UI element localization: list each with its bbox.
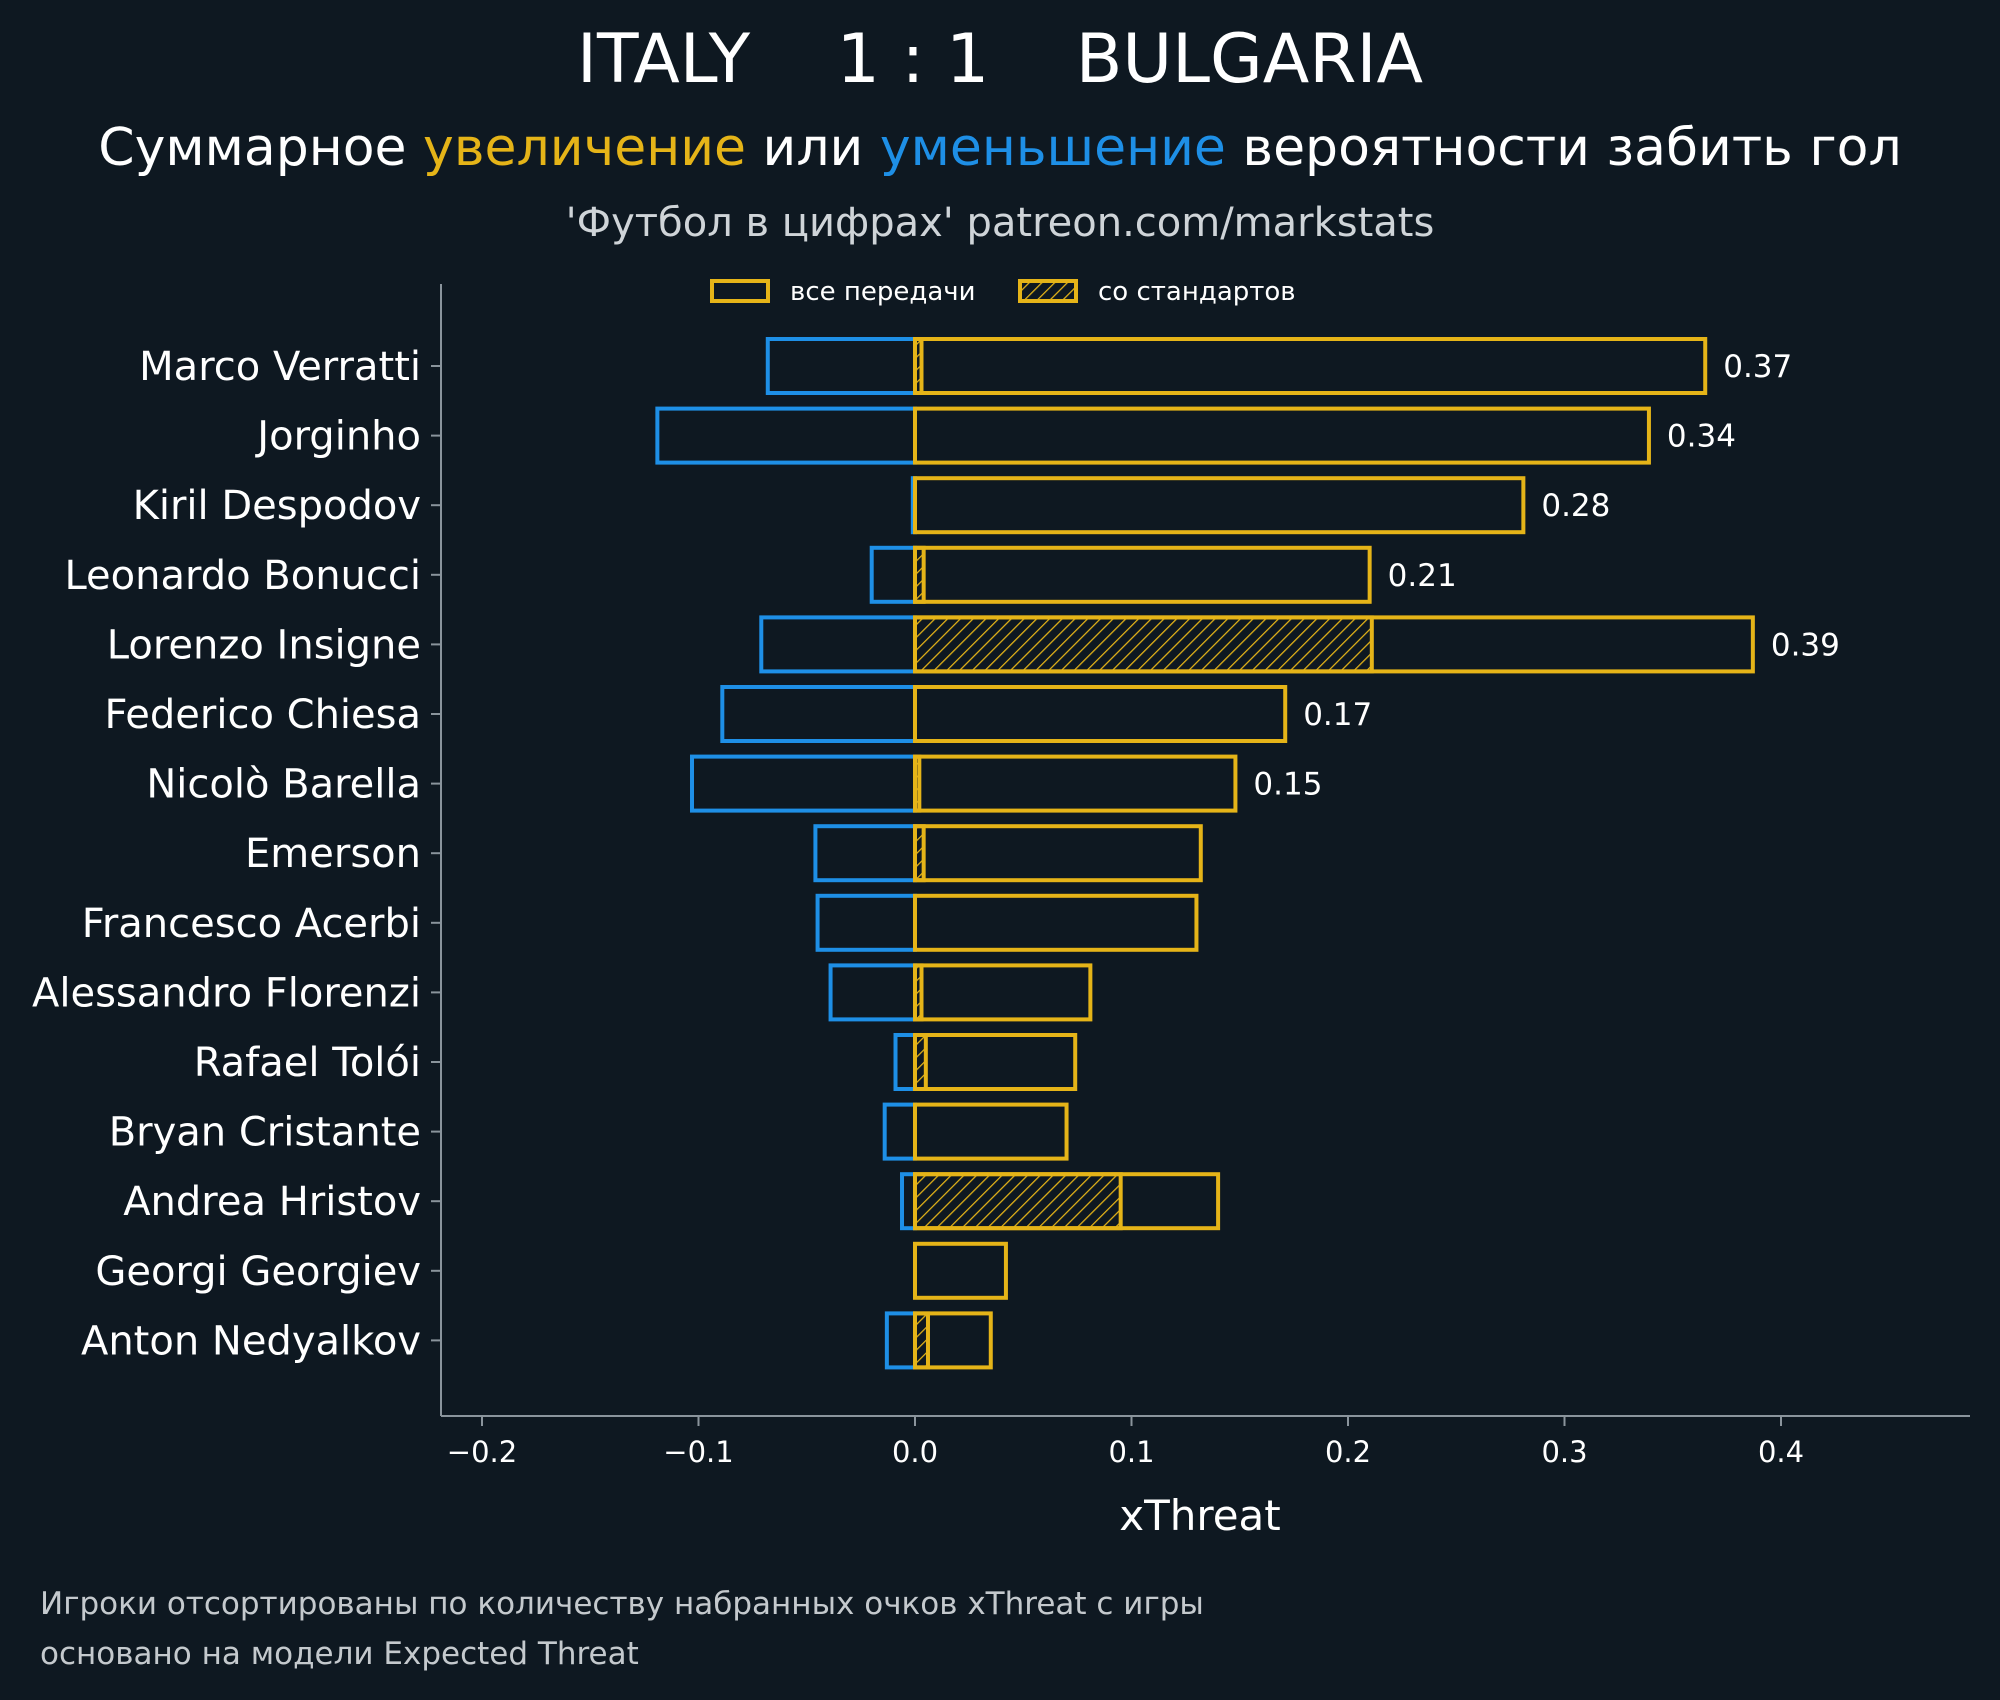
- legend-label-set-pieces: со стандартов: [1098, 277, 1296, 307]
- bar-negative: [815, 893, 918, 952]
- bar-all-passes: [913, 1033, 1078, 1091]
- bar-all-passes: [913, 406, 1651, 465]
- x-tick-label: 0.1: [1108, 1435, 1154, 1469]
- bar-all-passes: [913, 337, 1708, 395]
- y-tick-label: Nicolò Barella: [146, 762, 421, 808]
- x-axis-label: xThreat: [1119, 1491, 1281, 1540]
- bar-value-label: 0.39: [1771, 627, 1840, 663]
- bar-value-label: 0.34: [1667, 419, 1736, 455]
- y-tick-label: Rafael Tolói: [194, 1040, 421, 1086]
- y-tick-label: Lorenzo Insigne: [107, 622, 421, 668]
- y-tick-label: Jorginho: [254, 414, 421, 460]
- plot-area: −0.2 −0.1 0.0 0.1 0.2 0.3 0.4 Marco Verratti 0.3…: [32, 284, 1970, 1469]
- footnote-model: основано на модели Expected Threat: [40, 1636, 639, 1672]
- bar-set-pieces: [913, 615, 1374, 674]
- bar-all-passes: [913, 615, 1755, 674]
- bar-negative: [813, 824, 917, 883]
- legend: все передачи со стандартов: [710, 277, 1296, 307]
- y-tick-label: Alessandro Florenzi: [32, 970, 421, 1016]
- bar-all-passes: [913, 1172, 1221, 1231]
- y-tick-label: Georgi Georgiev: [95, 1249, 421, 1295]
- bar-value-label: 0.28: [1541, 488, 1610, 524]
- bar-value-label: 0.17: [1303, 697, 1372, 733]
- bar-all-passes: [913, 545, 1372, 604]
- chart-subtitle: Суммарное увеличение или уменьшение веро…: [0, 118, 2000, 178]
- subtitle-part-increase: увеличение: [423, 118, 746, 178]
- bar-all-passes: [913, 1241, 1008, 1300]
- bar-negative: [884, 1311, 917, 1370]
- y-tick-label: Andrea Hristov: [123, 1179, 421, 1225]
- source-credit: 'Футбол в цифрах' patreon.com/markstats: [565, 200, 1435, 246]
- bar-all-passes: [913, 685, 1288, 743]
- bar-value-label: 0.21: [1388, 558, 1457, 594]
- bar-negative: [869, 545, 918, 604]
- y-tick-label: Kiril Despodov: [133, 483, 421, 529]
- bar-all-passes: [913, 1102, 1069, 1161]
- legend-swatch-all-passes: [710, 279, 770, 303]
- x-tick-label: −0.2: [447, 1435, 517, 1469]
- x-tick-label: −0.1: [663, 1435, 733, 1469]
- x-tick-label: 0.2: [1325, 1435, 1371, 1469]
- bar-negative: [893, 1033, 918, 1091]
- legend-label-all-passes: все передачи: [790, 277, 976, 307]
- subtitle-part-decrease: уменьшение: [879, 118, 1226, 178]
- y-tick-label: Anton Nedyalkov: [81, 1318, 421, 1364]
- bar-all-passes: [913, 754, 1238, 813]
- y-tick-label: Francesco Acerbi: [82, 901, 421, 947]
- bar-all-passes: [913, 893, 1199, 952]
- bar-all-passes: [913, 963, 1093, 1022]
- y-tick-label: Leonardo Bonucci: [64, 553, 421, 599]
- bar-negative: [882, 1102, 918, 1161]
- x-tick-label: 0.4: [1758, 1435, 1804, 1469]
- bar-negative: [759, 615, 917, 674]
- y-tick-label: Federico Chiesa: [104, 692, 421, 738]
- subtitle-part: Суммарное: [98, 118, 424, 178]
- y-tick-label: Bryan Cristante: [109, 1110, 421, 1156]
- bar-value-label: 0.15: [1253, 767, 1322, 803]
- bar-all-passes: [913, 476, 1526, 535]
- x-tick-label: 0.0: [892, 1435, 938, 1469]
- footnote-sorting: Игроки отсортированы по количеству набра…: [40, 1586, 1204, 1622]
- bar-value-label: 0.37: [1723, 349, 1792, 385]
- bar-negative: [690, 754, 917, 813]
- y-tick-label: Marco Verratti: [139, 344, 421, 390]
- legend-swatch-set-pieces: [1018, 279, 1078, 303]
- bar-negative: [765, 337, 918, 395]
- subtitle-part: вероятности забить гол: [1225, 118, 1902, 178]
- bar-negative: [828, 963, 917, 1022]
- bar-set-pieces: [913, 1172, 1123, 1231]
- bar-all-passes: [913, 824, 1203, 883]
- x-tick-label: 0.3: [1541, 1435, 1587, 1469]
- subtitle-part: или: [746, 118, 880, 178]
- y-tick-label: Emerson: [245, 831, 421, 877]
- bar-negative: [655, 406, 917, 465]
- chart-title: ITALY 1 : 1 BULGARIA: [576, 20, 1424, 99]
- bar-all-passes: [913, 1311, 993, 1370]
- bar-negative: [720, 685, 917, 743]
